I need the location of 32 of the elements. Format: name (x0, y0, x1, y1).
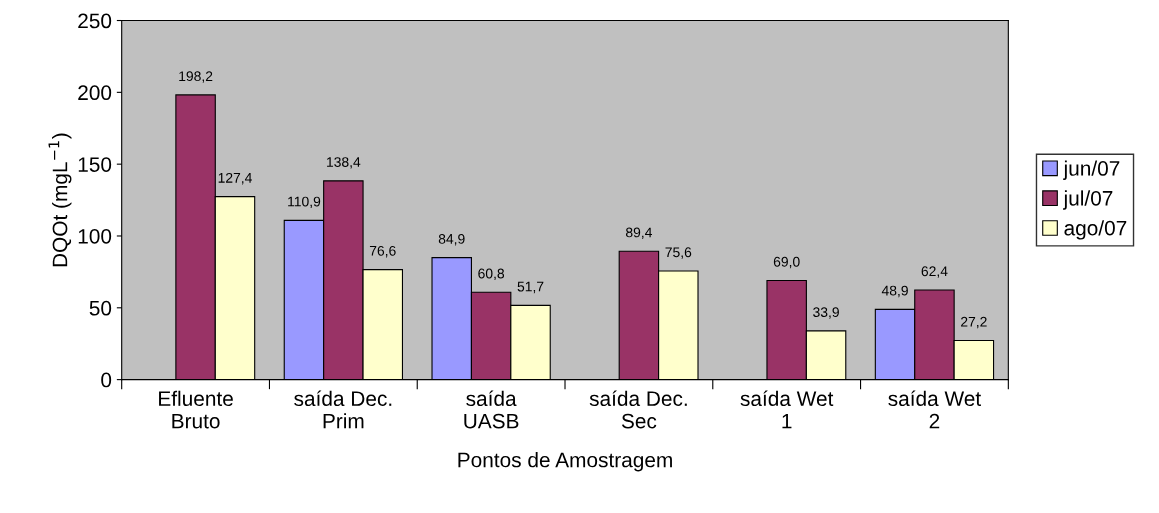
x-tick-label: saída Wet 2 (888, 390, 982, 429)
data-label: 76,6 (369, 245, 396, 258)
data-label: 89,4 (625, 227, 653, 239)
x-tick-label: saída Dec. Prim (294, 390, 392, 429)
data-label: 48,9 (881, 285, 908, 298)
y-tick-label: 200 (78, 85, 112, 101)
x-tick-label: saída Wet 1 (740, 390, 834, 429)
x-axis-title: Pontos de Amostragem (458, 452, 672, 472)
legend-label: jul/07 (1063, 190, 1113, 210)
data-label: 110,9 (288, 196, 321, 209)
data-label: 198,2 (179, 71, 213, 83)
data-label: 138,4 (327, 157, 361, 169)
data-label: 84,9 (438, 233, 465, 246)
data-label: 27,2 (961, 316, 987, 329)
y-tick-label: 250 (78, 13, 112, 29)
y-tick-label: 100 (78, 228, 112, 244)
y-tick-label: 0 (101, 372, 112, 388)
data-label: 60,8 (478, 268, 505, 281)
data-label: 51,7 (517, 281, 544, 294)
data-label: 69,0 (773, 256, 800, 269)
legend-label: ago/07 (1064, 220, 1127, 240)
y-tick-label: 150 (78, 157, 112, 172)
data-label: 62,4 (921, 266, 948, 278)
y-axis-title: DQOt (mgL$^{−1}$) (48, 133, 72, 267)
y-tick-label: 50 (89, 300, 112, 316)
x-tick-label: saída Dec. Sec (589, 390, 687, 429)
legend-label: jun/07 (1063, 160, 1120, 180)
data-label: 75,6 (665, 247, 692, 259)
data-label: 127,4 (218, 172, 252, 185)
data-label: 33,9 (813, 307, 839, 319)
x-tick-label: saída UASB (464, 390, 519, 429)
x-tick-label: Efluente Bruto (159, 390, 233, 429)
